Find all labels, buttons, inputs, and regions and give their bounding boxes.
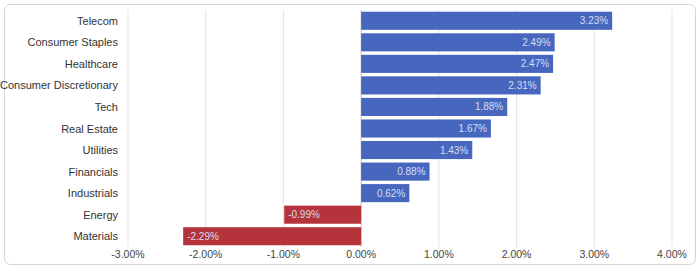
category-label: Consumer Staples — [28, 36, 119, 48]
bar — [361, 184, 409, 202]
data-label: 2.49% — [522, 37, 550, 48]
data-label: 2.47% — [521, 58, 549, 69]
bar — [361, 98, 507, 116]
bars — [183, 12, 612, 246]
x-tick-label: 1.00% — [424, 248, 454, 260]
x-tick-label: -3.00% — [111, 248, 144, 260]
category-label: Utilities — [83, 144, 119, 156]
category-label: Industrials — [68, 187, 119, 199]
category-label: Consumer Discretionary — [0, 79, 118, 91]
bar — [361, 141, 472, 159]
chart-svg: -3.00% -2.00% -1.00% 0.00% 1.00% 2.00% 3.00% 4.… — [0, 0, 700, 269]
data-label: 1.88% — [475, 101, 503, 112]
category-label: Financials — [68, 166, 118, 178]
grid-line — [283, 10, 284, 247]
bar — [361, 55, 553, 73]
data-label: 0.88% — [397, 166, 425, 177]
grid — [128, 10, 672, 247]
bar — [284, 206, 361, 224]
bar — [361, 33, 555, 51]
data-label: 2.31% — [508, 80, 536, 91]
data-label: -2.29% — [187, 231, 219, 242]
x-tick-label: -1.00% — [267, 248, 300, 260]
x-tick-label: 0.00% — [346, 248, 376, 260]
bar — [183, 227, 361, 245]
x-tick-label: 3.00% — [579, 248, 609, 260]
x-tick-label: -2.00% — [189, 248, 222, 260]
bar — [361, 12, 612, 30]
grid-line — [672, 10, 673, 247]
grid-line — [128, 10, 129, 247]
data-label: 1.67% — [459, 123, 487, 134]
category-label: Real Estate — [61, 123, 118, 135]
bar — [361, 163, 429, 181]
chart-frame — [5, 5, 696, 265]
data-label: 1.43% — [440, 145, 468, 156]
grid-line — [205, 10, 206, 247]
category-label: Telecom — [77, 15, 118, 27]
data-label: 3.23% — [580, 15, 608, 26]
grid-line — [594, 10, 595, 247]
category-label: Energy — [83, 209, 118, 221]
data-label: 0.62% — [377, 188, 405, 199]
chart-container: -3.00% -2.00% -1.00% 0.00% 1.00% 2.00% 3.00% 4.… — [0, 0, 700, 269]
bar — [361, 76, 541, 94]
data-label: -0.99% — [288, 209, 320, 220]
labels: Telecom 3.23% Consumer Staples 2.49% Healthc… — [0, 15, 608, 242]
category-label: Healthcare — [65, 58, 118, 70]
category-label: Materials — [73, 230, 118, 242]
category-label: Tech — [95, 101, 118, 113]
x-tick-label: 4.00% — [657, 248, 687, 260]
bar — [361, 119, 491, 137]
x-tick-label: 2.00% — [502, 248, 532, 260]
